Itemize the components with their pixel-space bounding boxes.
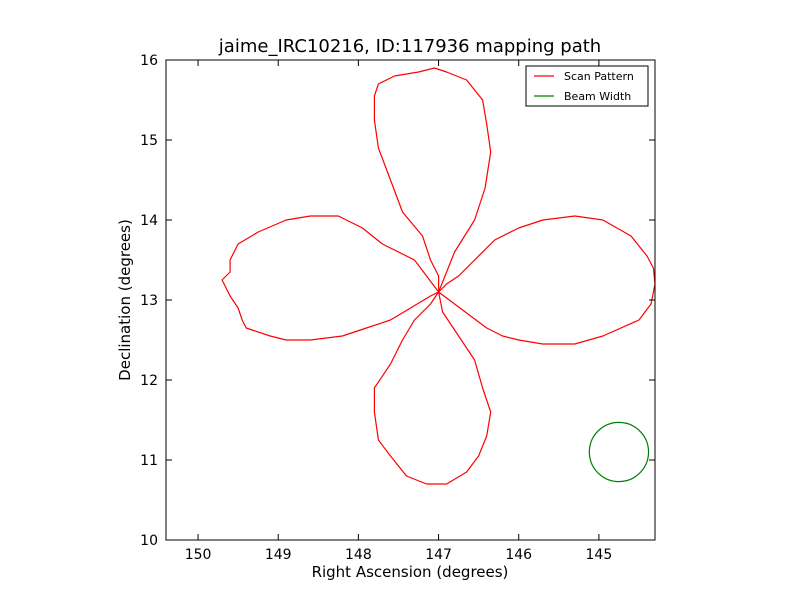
x-tick-label: 149 <box>265 547 292 563</box>
y-tick-label: 11 <box>140 453 158 469</box>
y-tick-label: 12 <box>140 373 158 389</box>
y-tick-label: 13 <box>140 293 158 309</box>
y-axis-ticks: 10 11 12 13 14 15 16 <box>140 53 655 549</box>
scan-pattern-line <box>221 67 655 485</box>
legend-label-beam-width: Beam Width <box>564 90 631 103</box>
x-axis-label: Right Ascension (degrees) <box>312 563 509 581</box>
legend-label-scan-pattern: Scan Pattern <box>564 70 634 83</box>
legend-frame <box>525 65 649 107</box>
x-axis-ticks: 150 149 148 147 146 145 <box>185 60 613 563</box>
x-tick-label: 145 <box>586 547 613 563</box>
x-tick-label: 150 <box>185 547 212 563</box>
x-tick-label: 146 <box>505 547 532 563</box>
y-tick-label: 15 <box>140 133 158 149</box>
y-tick-label: 14 <box>140 213 158 229</box>
y-tick-label: 10 <box>140 533 158 549</box>
x-tick-label: 148 <box>345 547 372 563</box>
x-tick-label: 147 <box>425 547 452 563</box>
series-layer <box>221 67 655 485</box>
legend: Scan Pattern Beam Width <box>525 65 649 107</box>
y-tick-label: 16 <box>140 53 158 69</box>
beam-width-circle <box>588 421 650 483</box>
chart-title: jaime_IRC10216, ID:117936 mapping path <box>218 36 601 57</box>
y-axis-label: Declination (degrees) <box>116 219 134 381</box>
